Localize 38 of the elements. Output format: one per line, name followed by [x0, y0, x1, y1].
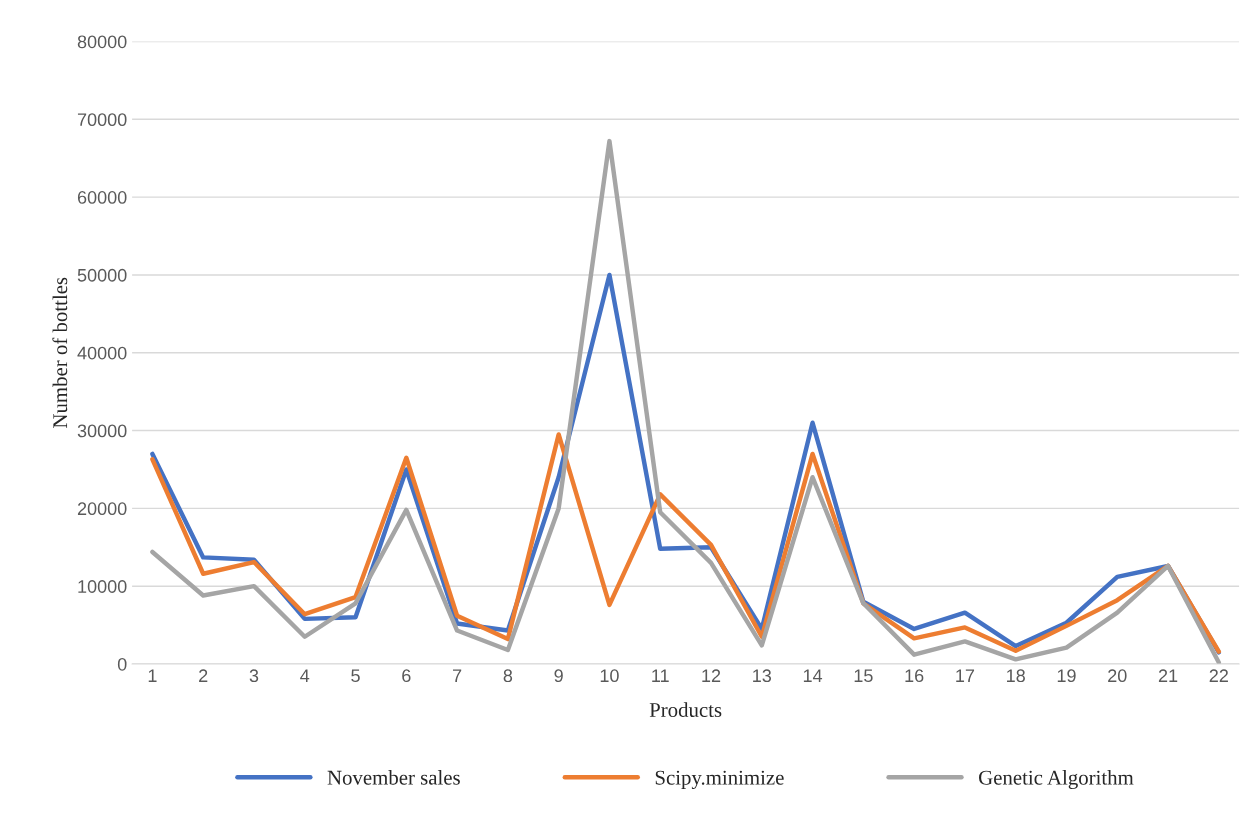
x-tick-label: 2 — [199, 669, 208, 682]
x-tick-label: 13 — [753, 669, 772, 683]
y-tick-label: 0 — [117, 657, 127, 671]
x-tick-label: 7 — [453, 669, 462, 682]
y-tick-label: 80000 — [77, 35, 127, 49]
legend-label: Genetic Algorithm — [979, 770, 1134, 789]
x-tick-label: 19 — [1057, 669, 1076, 683]
x-tick-label: 10 — [600, 669, 619, 683]
x-tick-label: 5 — [351, 669, 360, 683]
x-tick-label: 3 — [249, 669, 259, 683]
x-axis-title: Products — [649, 702, 722, 718]
y-tick-label: 40000 — [77, 346, 127, 360]
line-series — [150, 432, 1222, 654]
y-tick-label: 10000 — [78, 580, 127, 593]
x-tick-label: 12 — [702, 669, 721, 682]
x-tick-label: 14 — [803, 669, 823, 682]
y-tick-label: 60000 — [77, 191, 127, 204]
x-tick-label: 8 — [503, 669, 513, 683]
x-tick-label: 9 — [554, 669, 563, 683]
x-tick-label: 22 — [1209, 669, 1228, 682]
x-tick-label: 21 — [1158, 669, 1178, 682]
x-tick-label: 1 — [148, 669, 157, 682]
x-tick-label: 11 — [652, 669, 669, 682]
x-tick-label: 17 — [956, 669, 975, 682]
x-tick-label: 20 — [1108, 669, 1127, 683]
y-axis-title: Number of bottles — [52, 277, 68, 428]
legend-label: November sales — [327, 770, 460, 785]
legend-label: Scipy.minimize — [655, 770, 784, 789]
line-series — [150, 138, 1222, 664]
y-tick-label: 50000 — [77, 268, 127, 282]
y-tick-label: 30000 — [77, 424, 127, 438]
x-tick-label: 4 — [300, 669, 310, 682]
x-tick-label: 6 — [402, 669, 411, 683]
x-tick-label: 18 — [1007, 669, 1025, 683]
x-tick-label: 16 — [905, 669, 924, 683]
y-tick-label: 20000 — [77, 502, 127, 516]
x-tick-label: 15 — [854, 669, 873, 683]
y-tick-label: 70000 — [77, 113, 127, 127]
